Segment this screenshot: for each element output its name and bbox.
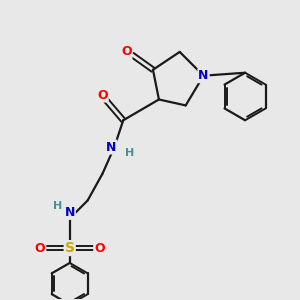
Text: N: N	[64, 206, 75, 219]
Text: O: O	[97, 88, 108, 101]
Text: O: O	[35, 242, 45, 255]
Text: N: N	[198, 69, 209, 82]
Text: O: O	[94, 242, 105, 255]
Text: H: H	[124, 148, 134, 158]
Text: S: S	[65, 241, 75, 255]
Text: N: N	[106, 140, 116, 154]
Text: O: O	[121, 45, 131, 58]
Text: H: H	[53, 202, 62, 212]
